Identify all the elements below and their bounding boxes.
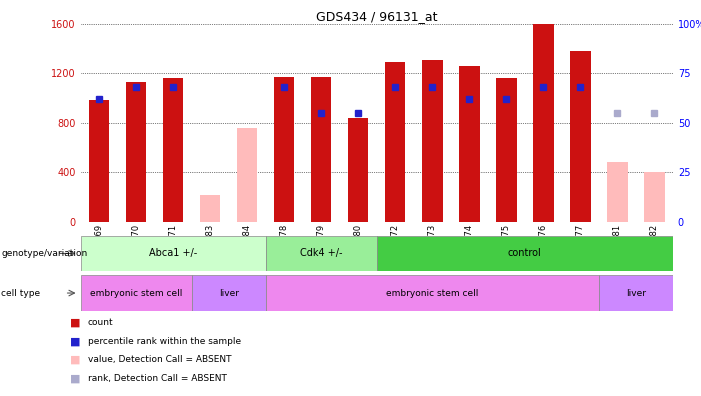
Bar	[533, 24, 554, 222]
Text: count: count	[88, 318, 114, 327]
Text: liver: liver	[626, 289, 646, 297]
Text: genotype/variation: genotype/variation	[1, 249, 88, 258]
Text: rank, Detection Call = ABSENT: rank, Detection Call = ABSENT	[88, 374, 226, 383]
Text: control: control	[508, 248, 542, 259]
Text: GSM9275: GSM9275	[502, 224, 511, 264]
Bar	[191, 275, 266, 311]
Bar	[422, 60, 442, 222]
Bar	[163, 78, 184, 222]
Text: GSM9272: GSM9272	[390, 224, 400, 264]
Bar	[599, 275, 673, 311]
Text: ■: ■	[70, 355, 81, 365]
Text: GSM9270: GSM9270	[132, 224, 141, 264]
Text: value, Detection Call = ABSENT: value, Detection Call = ABSENT	[88, 356, 231, 364]
Bar	[377, 236, 673, 271]
Text: embryonic stem cell: embryonic stem cell	[90, 289, 182, 297]
Text: liver: liver	[219, 289, 239, 297]
Bar	[459, 66, 479, 222]
Text: ■: ■	[70, 373, 81, 384]
Bar	[607, 162, 627, 222]
Text: GSM9280: GSM9280	[354, 224, 363, 264]
Bar	[81, 236, 266, 271]
Text: GSM9277: GSM9277	[576, 224, 585, 264]
Bar	[266, 275, 599, 311]
Text: GSM9278: GSM9278	[280, 224, 289, 264]
Text: Abca1 +/-: Abca1 +/-	[149, 248, 197, 259]
Bar	[496, 78, 517, 222]
Bar	[200, 194, 220, 222]
Text: GSM9282: GSM9282	[650, 224, 659, 264]
Title: GDS434 / 96131_at: GDS434 / 96131_at	[316, 10, 437, 23]
Text: GSM9284: GSM9284	[243, 224, 252, 264]
Bar	[570, 51, 590, 222]
Text: GSM9273: GSM9273	[428, 224, 437, 264]
Text: Cdk4 +/-: Cdk4 +/-	[300, 248, 343, 259]
Text: cell type: cell type	[1, 289, 41, 297]
Bar	[311, 77, 332, 222]
Bar	[385, 62, 405, 222]
Text: GSM9279: GSM9279	[317, 224, 326, 264]
Bar	[644, 172, 665, 222]
Bar	[237, 128, 257, 222]
Bar	[89, 101, 109, 222]
Text: percentile rank within the sample: percentile rank within the sample	[88, 337, 240, 346]
Bar	[348, 118, 369, 222]
Text: ■: ■	[70, 318, 81, 328]
Bar	[81, 275, 191, 311]
Text: GSM9276: GSM9276	[539, 224, 548, 264]
Text: embryonic stem cell: embryonic stem cell	[386, 289, 479, 297]
Text: ■: ■	[70, 336, 81, 346]
Bar	[266, 236, 377, 271]
Bar	[126, 82, 147, 222]
Bar	[274, 77, 294, 222]
Text: GSM9281: GSM9281	[613, 224, 622, 264]
Text: GSM9283: GSM9283	[205, 224, 215, 264]
Text: GSM9274: GSM9274	[465, 224, 474, 264]
Text: GSM9271: GSM9271	[169, 224, 177, 264]
Text: GSM9269: GSM9269	[95, 224, 104, 264]
